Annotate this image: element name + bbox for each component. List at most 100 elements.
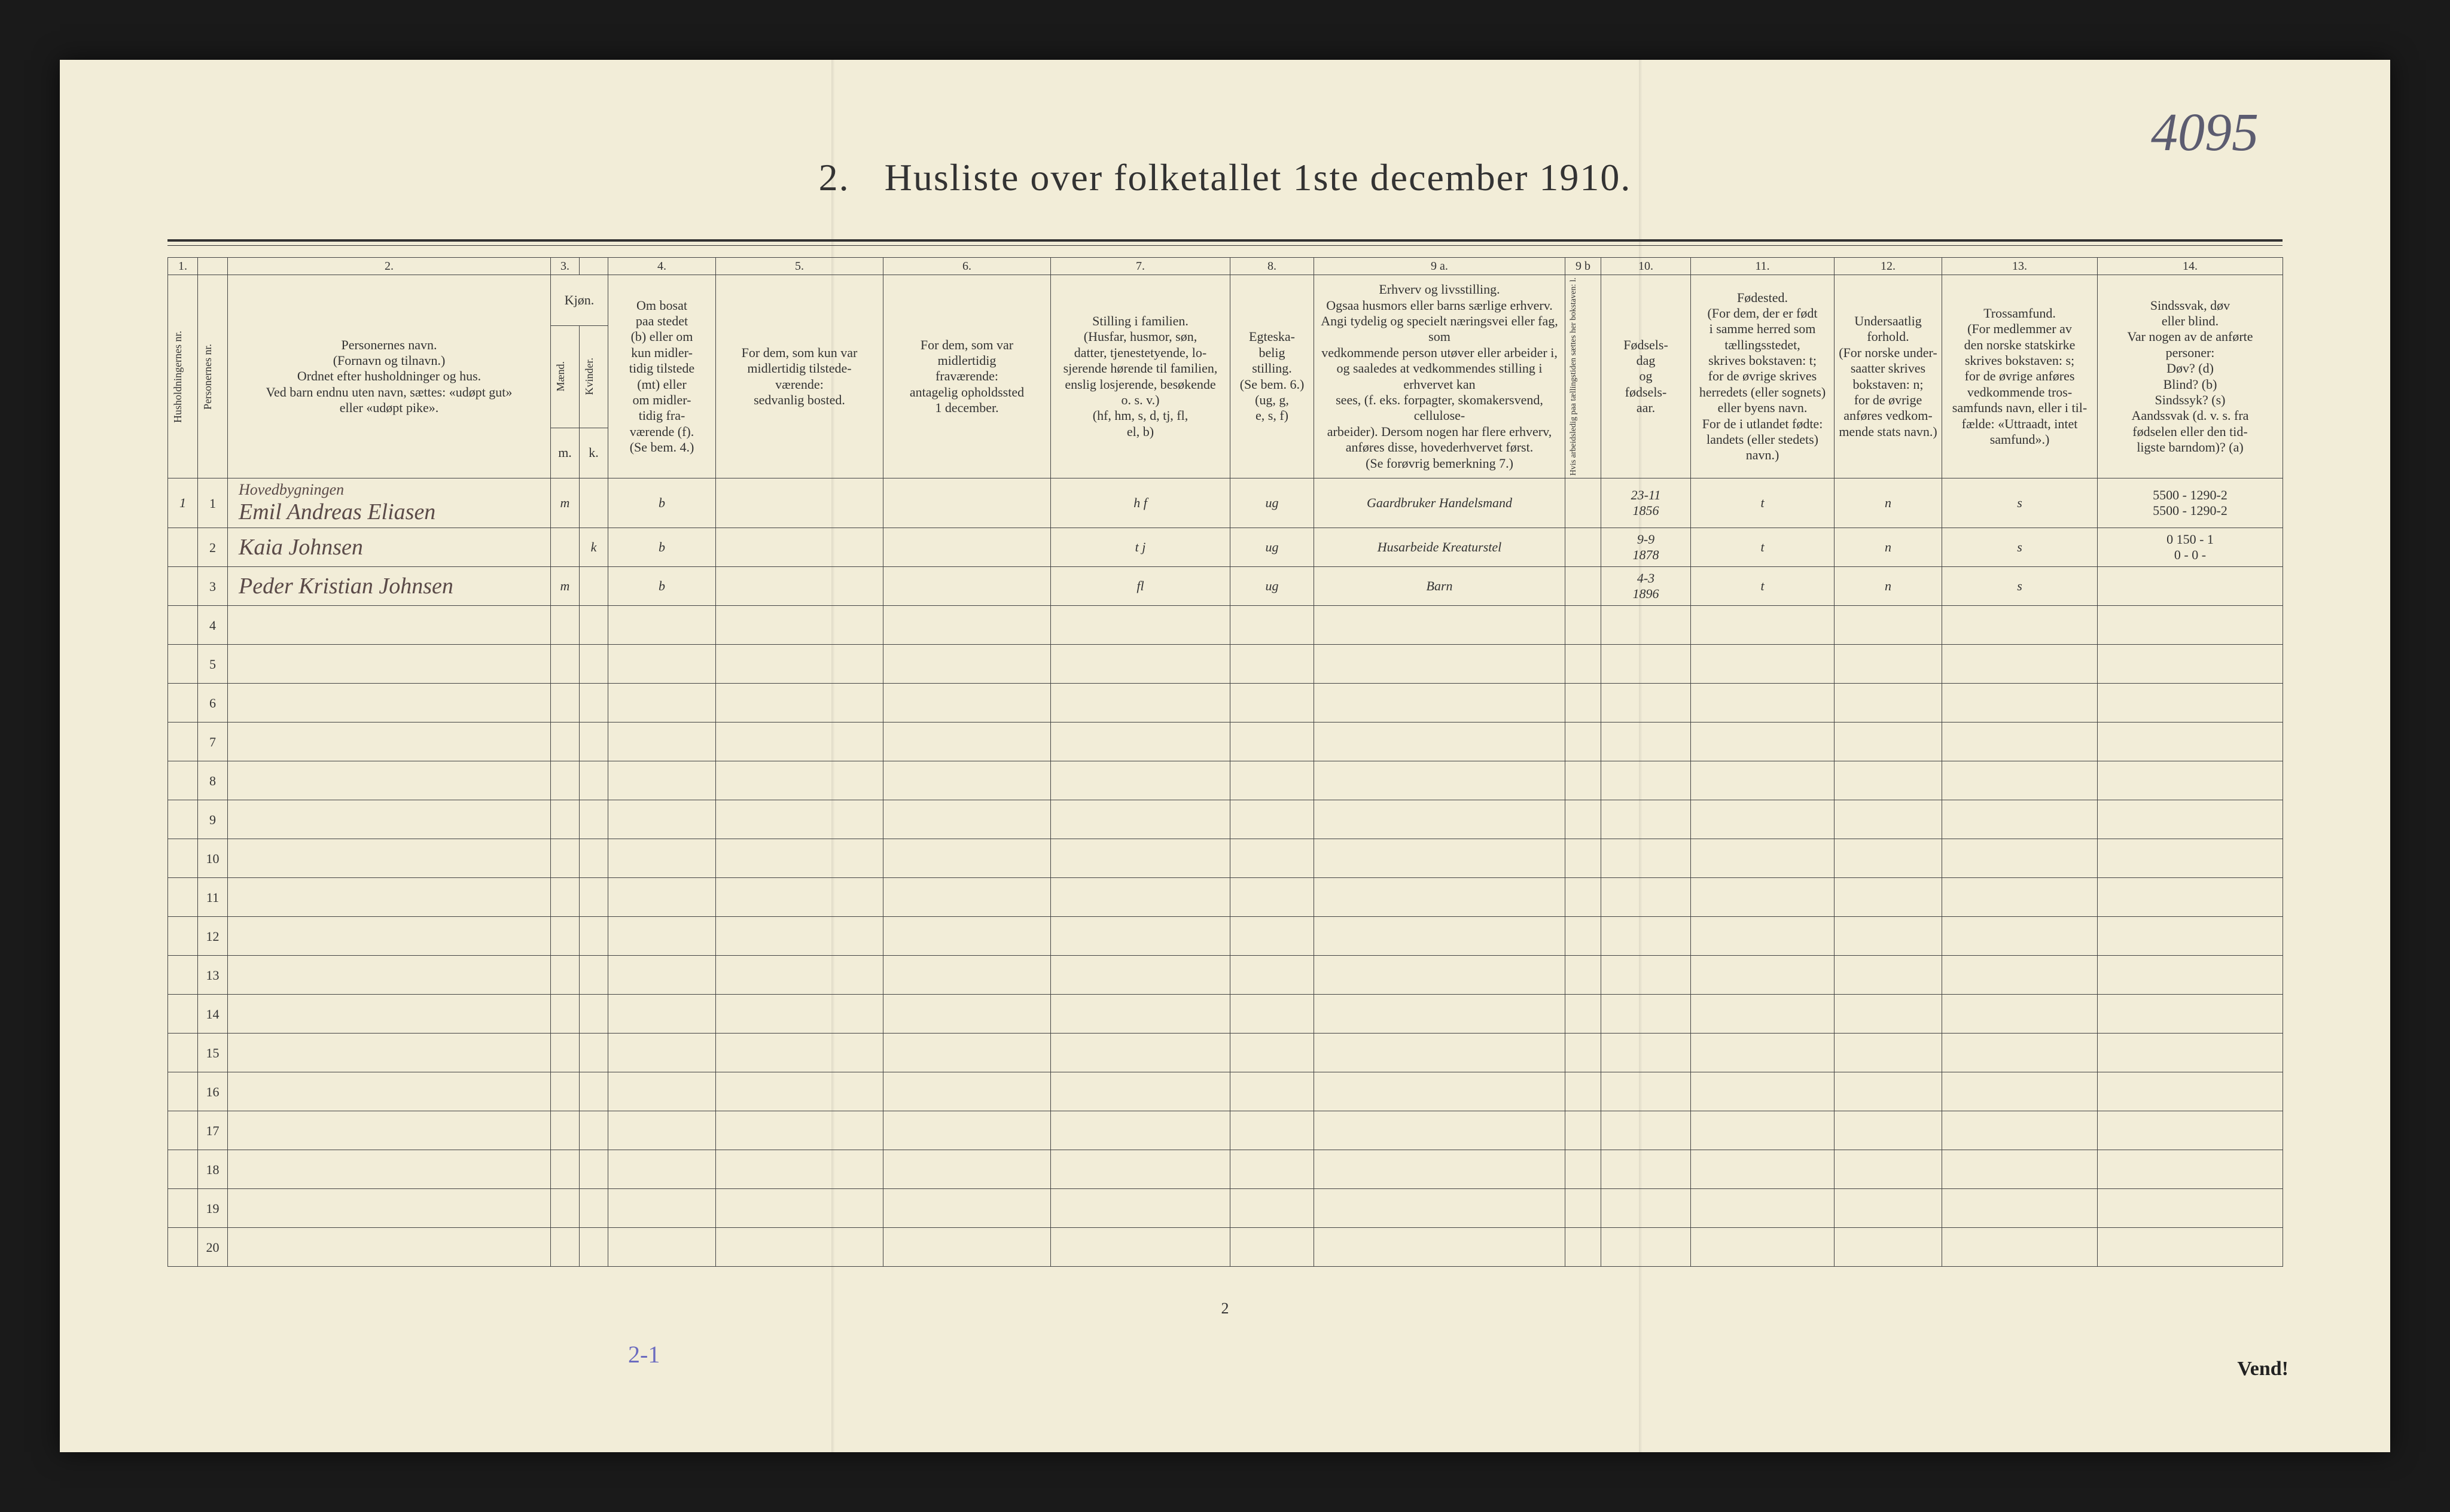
cell-hh (168, 1189, 198, 1228)
cell-empty (1835, 645, 1942, 684)
cell-empty (1601, 1228, 1691, 1267)
cell-fdag: 23-111856 (1601, 478, 1691, 528)
cell-empty (1942, 1228, 2098, 1267)
cell-empty (1565, 606, 1601, 645)
title-number: 2. (819, 156, 850, 199)
cell-empty (1314, 800, 1565, 839)
cell-empty (1601, 1034, 1691, 1072)
handwritten-page-id: 4095 (2151, 102, 2259, 163)
cell-empty (1691, 839, 1835, 878)
page-title: 2. Husliste over folketallet 1ste decemb… (60, 156, 2390, 200)
cell-hh (168, 528, 198, 567)
cell-empty (580, 1228, 608, 1267)
cell-empty (1230, 995, 1314, 1034)
hdr-fodselsdag: Fødsels- dag og fødsels- aar. (1601, 275, 1691, 478)
cell-empty (883, 1072, 1051, 1111)
hdr-arbeidsledig: Hvis arbeidsledig paa tællingstiden sætt… (1565, 275, 1601, 478)
cell-frav (883, 528, 1051, 567)
cell-empty (1601, 1150, 1691, 1189)
cell-empty (1601, 800, 1691, 839)
cell-empty (716, 1034, 883, 1072)
cell-egte: ug (1230, 567, 1314, 606)
cell-hh (168, 917, 198, 956)
cell-empty (1601, 878, 1691, 917)
cell-under: n (1835, 567, 1942, 606)
cell-empty (580, 878, 608, 917)
cell-sex-k (580, 567, 608, 606)
column-number: 10. (1601, 258, 1691, 275)
cell-empty (608, 878, 716, 917)
cell-empty (608, 917, 716, 956)
cell-sex-m (551, 528, 580, 567)
cell-pn: 2 (198, 528, 228, 567)
cell-hh (168, 684, 198, 723)
cell-empty (228, 684, 551, 723)
cell-empty (1835, 1228, 1942, 1267)
cell-empty (883, 878, 1051, 917)
cell-empty (1942, 1189, 2098, 1228)
cell-empty (228, 995, 551, 1034)
cell-empty (1835, 761, 1942, 800)
table-row: 20 (168, 1228, 2283, 1267)
hdr-egteskab: Egteska- belig stilling. (Se bem. 6.) (u… (1230, 275, 1314, 478)
cell-hh (168, 839, 198, 878)
cell-empty (2098, 1189, 2283, 1228)
cell-empty (1230, 723, 1314, 761)
cell-empty (1314, 839, 1565, 878)
cell-empty (1601, 723, 1691, 761)
cell-empty (228, 917, 551, 956)
cell-empty (1601, 684, 1691, 723)
cell-hh (168, 1111, 198, 1150)
cell-empty (228, 761, 551, 800)
cell-empty (883, 761, 1051, 800)
cell-empty (608, 1228, 716, 1267)
table-row: 16 (168, 1072, 2283, 1111)
hdr-trossamfund: Trossamfund. (For medlemmer av den norsk… (1942, 275, 2098, 478)
cell-empty (2098, 645, 2283, 684)
cell-empty (1051, 723, 1230, 761)
cell-empty (1314, 761, 1565, 800)
cell-empty (1942, 606, 2098, 645)
table-row: 9 (168, 800, 2283, 839)
hdr-sindssvak: Sindssvak, døv eller blind. Var nogen av… (2098, 275, 2283, 478)
hdr-undersaat: Undersaatlig forhold. (For norske under-… (1835, 275, 1942, 478)
hdr-person-nr: Personernes nr. (198, 275, 228, 478)
cell-empty (2098, 761, 2283, 800)
cell-empty (580, 1189, 608, 1228)
cell-empty (1051, 839, 1230, 878)
cell-empty (716, 1111, 883, 1150)
cell-empty (608, 645, 716, 684)
cell-empty (716, 917, 883, 956)
cell-sex-m: m (551, 567, 580, 606)
column-number: 5. (716, 258, 883, 275)
cell-empty (1314, 723, 1565, 761)
hdr-fravaerende: For dem, som var midlertidig fraværende:… (883, 275, 1051, 478)
cell-empty (551, 1150, 580, 1189)
cell-empty (883, 684, 1051, 723)
cell-ledig (1565, 528, 1601, 567)
cell-empty (1835, 956, 1942, 995)
cell-empty (716, 1189, 883, 1228)
cell-pn: 17 (198, 1111, 228, 1150)
cell-tilstede (716, 478, 883, 528)
table-row: 3Peder Kristian JohnsenmbflugBarn4-31896… (168, 567, 2283, 606)
cell-empty (228, 1228, 551, 1267)
cell-empty (2098, 1034, 2283, 1072)
cell-empty (228, 1189, 551, 1228)
cell-empty (1051, 1189, 1230, 1228)
table-row: 5 (168, 645, 2283, 684)
cell-empty (608, 995, 716, 1034)
cell-name: Peder Kristian Johnsen (228, 567, 551, 606)
cell-empty (1230, 1150, 1314, 1189)
cell-empty (551, 723, 580, 761)
cell-empty (580, 723, 608, 761)
cell-empty (716, 839, 883, 878)
cell-hh: 1 (168, 478, 198, 528)
cell-egte: ug (1230, 478, 1314, 528)
cell-empty (1565, 839, 1601, 878)
cell-empty (1565, 1150, 1601, 1189)
cell-empty (883, 1034, 1051, 1072)
cell-empty (608, 1150, 716, 1189)
cell-empty (716, 761, 883, 800)
cell-hh (168, 995, 198, 1034)
